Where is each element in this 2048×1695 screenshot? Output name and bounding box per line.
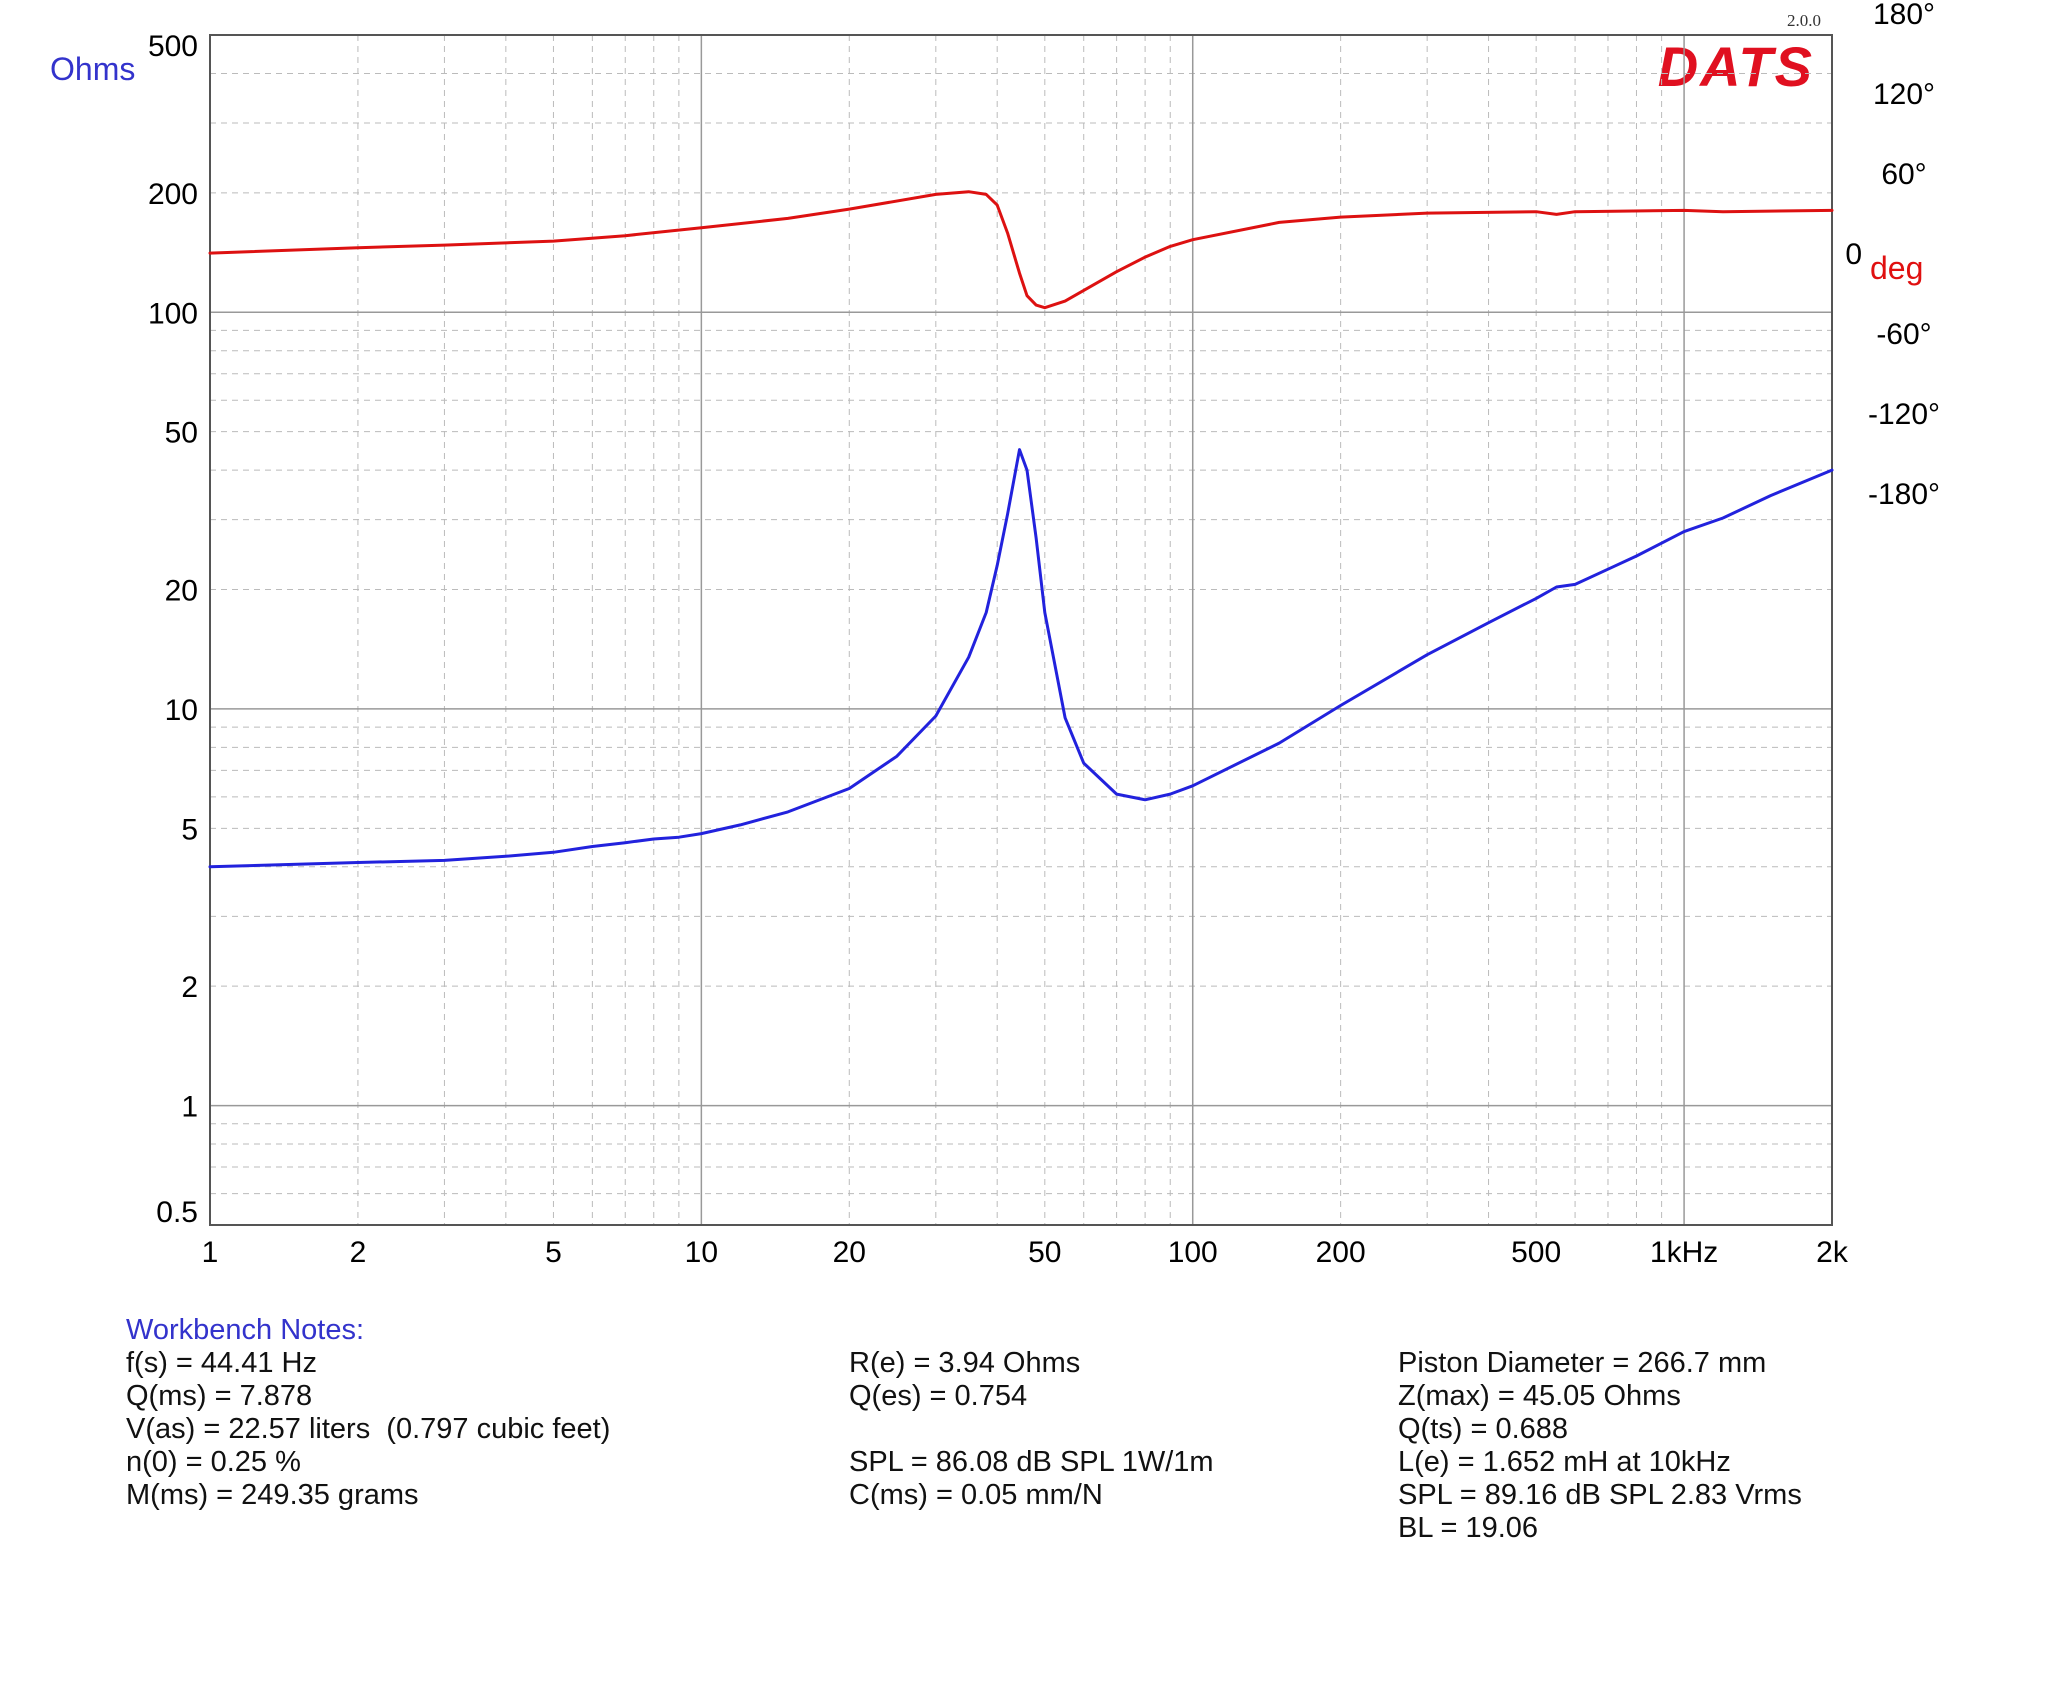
x-tick-labels: 1 2 5 10 20 50 100 200 500 1kHz 2k <box>202 1236 1849 1269</box>
note-spl-1w: SPL = 86.08 dB SPL 1W/1m <box>849 1446 1214 1478</box>
workbench-notes: Workbench Notes: f(s) = 44.41 Hz Q(ms) =… <box>126 1314 2006 1564</box>
left-tick-label: 10 <box>165 694 198 727</box>
right-axis-label: deg <box>1870 250 1923 286</box>
impedance-curve <box>208 448 1834 869</box>
note-mms: M(ms) = 249.35 grams <box>126 1479 419 1511</box>
note-zmax: Z(max) = 45.05 Ohms <box>1398 1380 1681 1412</box>
series-layer <box>208 190 1834 869</box>
note-cms: C(ms) = 0.05 mm/N <box>849 1479 1103 1511</box>
x-tick-label: 2k <box>1816 1236 1849 1269</box>
left-tick-label: 2 <box>181 971 198 1004</box>
x-tick-label: 200 <box>1316 1236 1366 1269</box>
left-tick-label: 20 <box>165 575 198 608</box>
notes-column-2: R(e) = 3.94 Ohms Q(es) = 0.754 SPL = 86.… <box>849 1347 1214 1512</box>
note-qms: Q(ms) = 7.878 <box>126 1380 313 1412</box>
left-tick-label: 50 <box>165 417 198 450</box>
notes-column-3: Piston Diameter = 266.7 mm Z(max) = 45.0… <box>1398 1347 1802 1545</box>
note-blank <box>849 1413 1214 1446</box>
left-tick-label: 5 <box>181 813 198 846</box>
note-piston-diameter: Piston Diameter = 266.7 mm <box>1398 1347 1767 1379</box>
notes-column-1: f(s) = 44.41 Hz Q(ms) = 7.878 V(as) = 22… <box>126 1347 610 1512</box>
x-tick-label: 1 <box>202 1236 219 1269</box>
plot-frame <box>209 34 1833 1226</box>
notes-title: Workbench Notes: <box>126 1314 365 1346</box>
left-tick-label: 500 <box>148 30 198 63</box>
note-spl-283: SPL = 89.16 dB SPL 2.83 Vrms <box>1398 1479 1802 1511</box>
x-tick-label: 5 <box>545 1236 562 1269</box>
note-vas: V(as) = 22.57 liters (0.797 cubic feet) <box>126 1413 611 1445</box>
right-tick-label: 60° <box>1881 158 1926 191</box>
right-tick-label: -120° <box>1868 398 1940 431</box>
phase-curve <box>208 190 1834 310</box>
left-tick-labels: 500 200 100 50 20 10 5 2 1 0.5 <box>148 30 198 1229</box>
right-tick-label: 180° <box>1873 0 1935 31</box>
x-tick-label: 1kHz <box>1650 1236 1718 1269</box>
left-tick-label: 1 <box>181 1091 198 1124</box>
note-fs: f(s) = 44.41 Hz <box>126 1347 317 1379</box>
x-tick-label: 500 <box>1511 1236 1561 1269</box>
right-tick-label: -180° <box>1868 478 1940 511</box>
major-grid <box>209 35 1832 1225</box>
right-tick-labels: 180° 120° 60° 0 -60° -120° -180° <box>1845 0 1940 511</box>
note-bl: BL = 19.06 <box>1398 1512 1539 1544</box>
right-tick-label: 0 <box>1845 238 1862 271</box>
x-tick-label: 2 <box>350 1236 367 1269</box>
x-tick-label: 100 <box>1168 1236 1218 1269</box>
note-n0: n(0) = 0.25 % <box>126 1446 301 1478</box>
right-tick-label: 120° <box>1873 78 1935 111</box>
note-re: R(e) = 3.94 Ohms <box>849 1347 1081 1379</box>
version-label: 2.0.0 <box>1787 11 1821 30</box>
note-qts: Q(ts) = 0.688 <box>1398 1413 1569 1445</box>
minor-grid <box>210 34 1833 1226</box>
x-tick-label: 10 <box>685 1236 718 1269</box>
dats-logo: DATS <box>1658 35 1814 98</box>
x-tick-label: 50 <box>1028 1236 1061 1269</box>
left-tick-label: 200 <box>148 178 198 211</box>
note-le: L(e) = 1.652 mH at 10kHz <box>1398 1446 1731 1478</box>
note-qes: Q(es) = 0.754 <box>849 1380 1028 1412</box>
right-tick-label: -60° <box>1876 318 1931 351</box>
left-tick-label: 100 <box>148 297 198 330</box>
left-tick-label: 0.5 <box>156 1196 198 1229</box>
left-axis-label: Ohms <box>50 51 135 87</box>
x-tick-label: 20 <box>833 1236 866 1269</box>
